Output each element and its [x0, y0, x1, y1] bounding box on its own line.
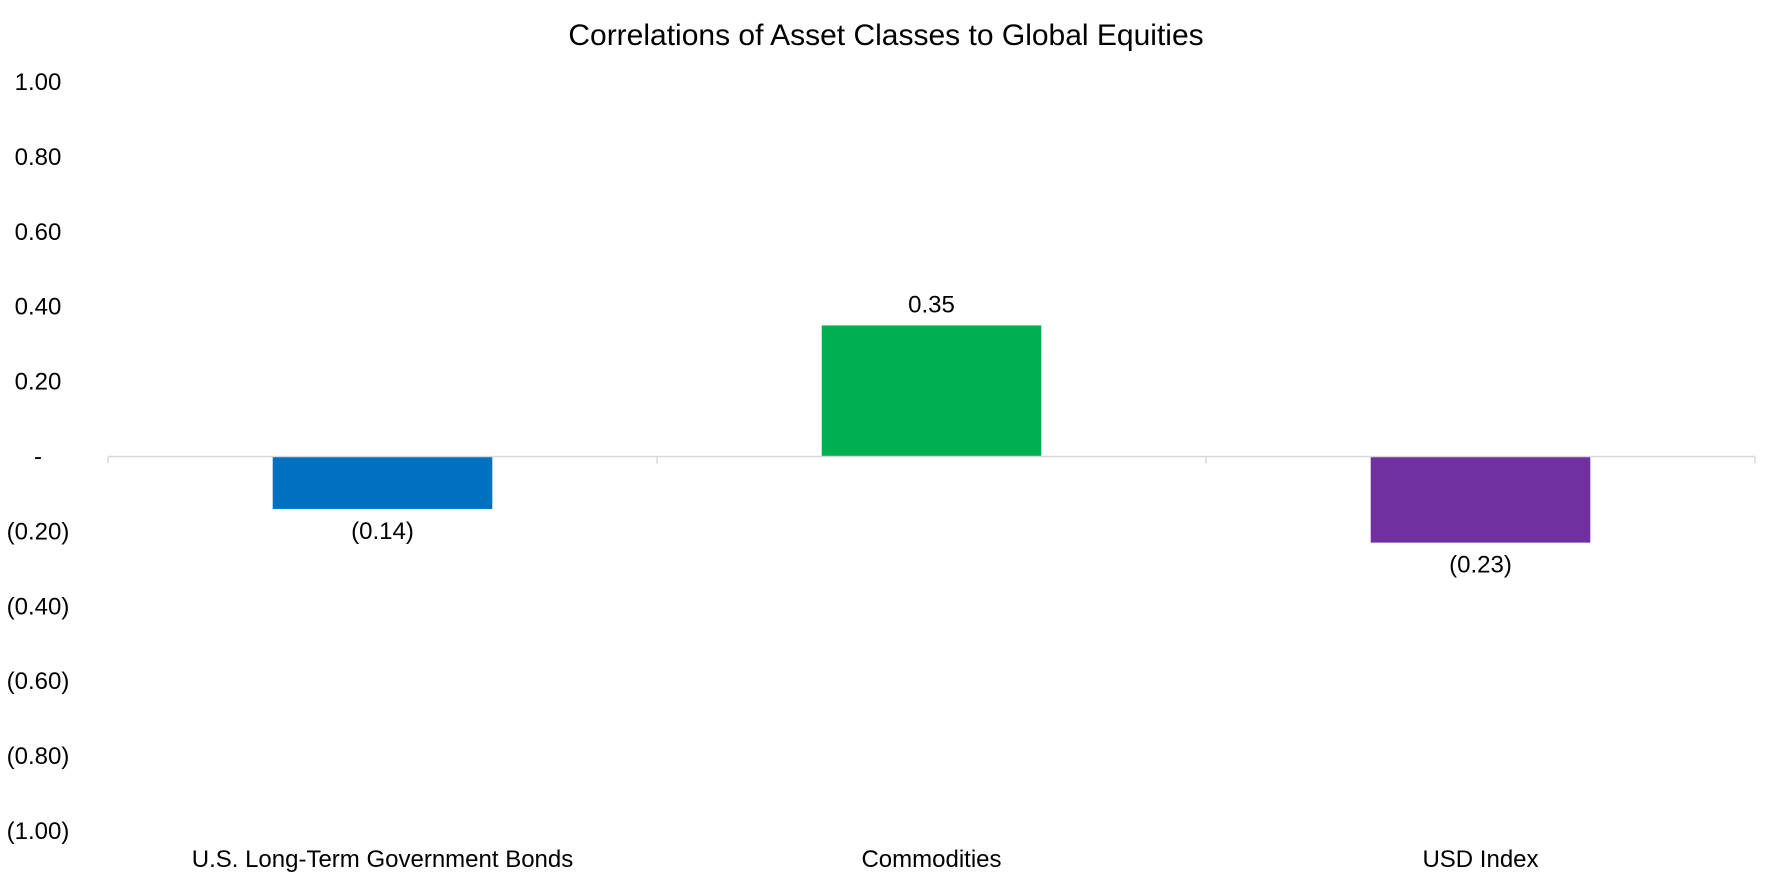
data-label: 0.35: [908, 291, 955, 318]
category-label: Commodities: [861, 846, 1001, 873]
category-labels-group: U.S. Long-Term Government Bonds Commoditi…: [192, 846, 1539, 873]
y-tick-label: (0.80): [7, 743, 70, 770]
y-tick-label: 0.40: [15, 294, 62, 321]
y-tick-label: 0.20: [15, 369, 62, 396]
y-tick-label: 0.80: [15, 144, 62, 171]
category-label: USD Index: [1422, 846, 1538, 873]
category-label: U.S. Long-Term Government Bonds: [192, 846, 574, 873]
y-tick-label: (0.20): [7, 518, 70, 545]
y-axis-tick-labels: 1.00 0.80 0.60 0.40 0.20 - (0.20) (0.40) (0.60) (…: [7, 69, 70, 845]
data-label: (0.14): [351, 518, 414, 545]
bars-group: [272, 325, 1591, 543]
data-label: (0.23): [1449, 552, 1512, 579]
y-tick-label: -: [34, 444, 42, 471]
data-labels-group: (0.14) 0.35 (0.23): [351, 291, 1512, 578]
y-tick-label: 1.00: [15, 69, 62, 96]
chart-title: Correlations of Asset Classes to Global …: [568, 19, 1203, 52]
bar-2: [821, 325, 1042, 457]
x-axis: [107, 455, 1756, 464]
y-tick-label: (0.40): [7, 593, 70, 620]
bar-1: [272, 456, 493, 509]
y-tick-label: (1.00): [7, 818, 70, 845]
y-tick-label: 0.60: [15, 219, 62, 246]
y-tick-label: (0.60): [7, 668, 70, 695]
bar-3: [1370, 456, 1591, 543]
